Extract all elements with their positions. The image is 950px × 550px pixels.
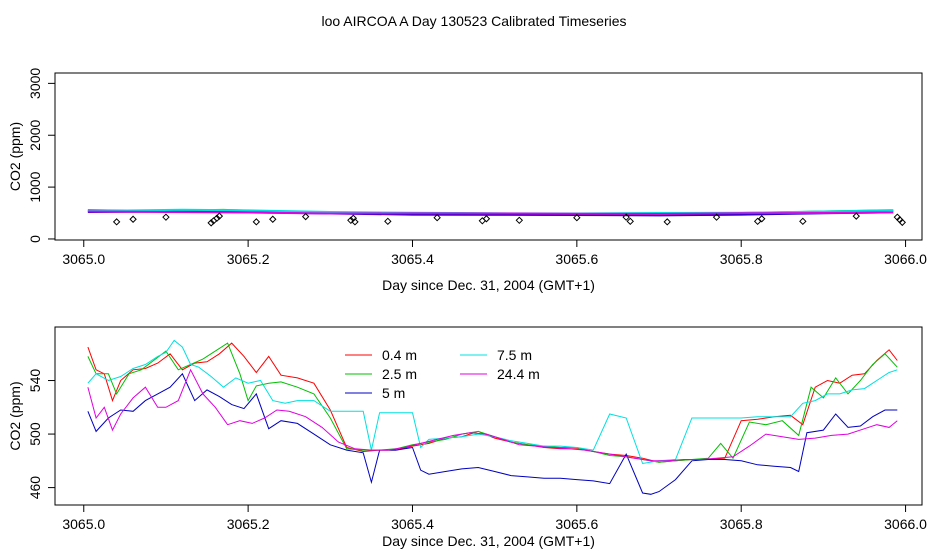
data-point <box>301 212 310 221</box>
y-tick-label: 2000 <box>27 119 43 150</box>
figure-title: loo AIRCOA A Day 130523 Calibrated Times… <box>321 13 626 29</box>
x-tick-label: 3065.0 <box>62 516 105 532</box>
data-point <box>215 212 224 220</box>
data-point <box>663 218 671 226</box>
series-group <box>87 339 898 495</box>
data-point <box>213 214 221 222</box>
data-point <box>626 217 634 226</box>
x-tick-label: 3065.8 <box>720 516 763 532</box>
y-axis-title: CO2 (ppm) <box>7 122 23 191</box>
x-tick-label: 3066.0 <box>884 251 927 267</box>
data-point <box>252 218 261 226</box>
top-panel: 3065.0 3065.2 3065.4 3065.6 3065.8 3066.0 0 100… <box>7 68 927 293</box>
x-tick-label: 3065.0 <box>62 251 105 267</box>
data-point <box>347 216 355 224</box>
y-axis-title: CO2 (ppm) <box>7 381 23 450</box>
data-point <box>799 217 807 226</box>
x-tick-label: 3065.4 <box>391 251 434 267</box>
x-tick-label: 3066.0 <box>884 516 927 532</box>
data-point <box>207 219 215 227</box>
x-tick-label: 3065.2 <box>227 516 270 532</box>
data-point <box>384 217 392 226</box>
data-point <box>712 213 721 221</box>
series-line-5-m <box>87 372 898 495</box>
data-point <box>129 215 137 223</box>
data-point <box>482 215 491 223</box>
data-point <box>852 212 860 220</box>
legend-label: 24.4 m <box>497 366 540 382</box>
data-point <box>112 218 121 226</box>
data-point <box>573 213 581 222</box>
y-tick-label: 500 <box>27 422 43 446</box>
x-axis-title: Day since Dec. 31, 2004 (GMT+1) <box>382 533 595 549</box>
x-tick-label: 3065.6 <box>555 516 598 532</box>
legend-label: 2.5 m <box>382 366 417 382</box>
data-point <box>758 215 766 223</box>
data-point <box>433 213 441 222</box>
data-point <box>898 218 906 227</box>
legend: 0.4 m 2.5 m 5 m 7.5 m 24.4 m <box>345 347 540 401</box>
y-tick-label: 540 <box>27 369 43 393</box>
legend-label: 5 m <box>382 385 405 401</box>
y-tick-label: 1000 <box>27 171 43 202</box>
x-tick-label: 3065.2 <box>227 251 270 267</box>
series-line-0-4-m <box>87 342 898 463</box>
data-point <box>478 217 487 225</box>
data-point <box>622 213 630 221</box>
data-point <box>515 216 524 224</box>
data-point <box>349 214 358 222</box>
data-point <box>269 215 277 223</box>
x-tick-label: 3065.8 <box>720 251 763 267</box>
legend-label: 7.5 m <box>497 347 532 363</box>
data-point <box>162 213 170 221</box>
bottom-panel: 3065.0 3065.2 3065.4 3065.6 3065.8 3066.0 460 5… <box>7 326 927 549</box>
series-line-top-4 <box>87 210 894 216</box>
data-point <box>351 218 359 226</box>
series-line-7-5-m <box>87 339 898 465</box>
series-line-24-4-m <box>87 368 898 462</box>
plot-frame <box>54 326 923 506</box>
series-line-2-5-m <box>87 342 898 463</box>
y-tick-label: 0 <box>27 235 43 243</box>
y-tick-label: 460 <box>27 476 43 500</box>
legend-label: 0.4 m <box>382 347 417 363</box>
x-axis-title: Day since Dec. 31, 2004 (GMT+1) <box>382 277 595 293</box>
x-tick-label: 3065.6 <box>555 251 598 267</box>
y-tick-label: 3000 <box>27 68 43 99</box>
x-tick-label: 3065.4 <box>391 516 434 532</box>
series-group <box>87 208 906 227</box>
plot-frame <box>54 72 923 241</box>
